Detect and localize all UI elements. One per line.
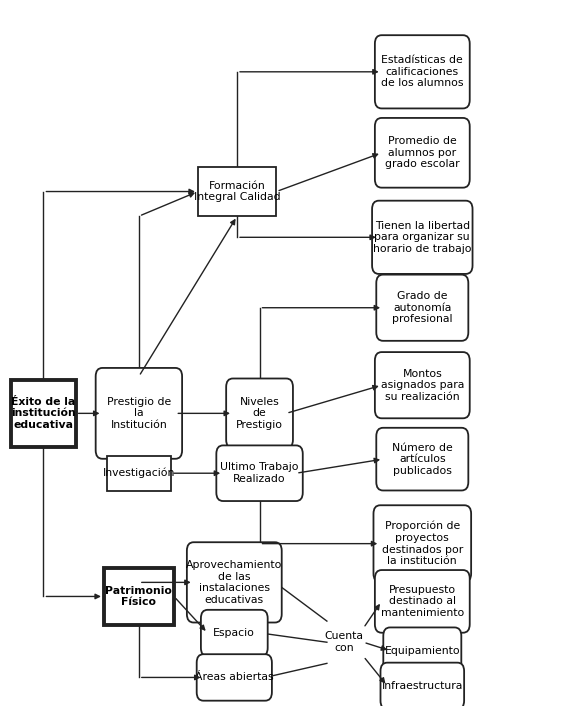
Text: Prestigio de
la
Institución: Prestigio de la Institución [107,397,171,430]
FancyBboxPatch shape [375,118,470,187]
Text: Formación
Integral Calidad: Formación Integral Calidad [194,181,280,202]
Text: Equipamiento: Equipamiento [385,645,460,655]
FancyBboxPatch shape [197,654,272,701]
FancyBboxPatch shape [198,167,276,216]
FancyBboxPatch shape [107,455,171,491]
Text: Investigación: Investigación [103,468,175,479]
Text: Patrimonio
Físico: Patrimonio Físico [105,585,173,607]
Text: Éxito de la
institución
educativa: Éxito de la institución educativa [11,397,76,430]
Text: Grado de
autonomía
profesional: Grado de autonomía profesional [392,291,452,325]
FancyBboxPatch shape [384,627,461,674]
FancyBboxPatch shape [373,506,471,582]
Text: Montos
asignados para
su realización: Montos asignados para su realización [381,368,464,402]
Text: Aprovechamiento
de las
instalaciones
educativas: Aprovechamiento de las instalaciones edu… [186,560,283,604]
FancyBboxPatch shape [104,568,174,624]
FancyBboxPatch shape [376,428,468,491]
Text: Cuenta
con: Cuenta con [324,631,363,653]
FancyBboxPatch shape [375,35,470,108]
Text: Niveles
de
Prestigio: Niveles de Prestigio [236,397,283,430]
FancyBboxPatch shape [217,445,303,501]
FancyBboxPatch shape [226,378,293,448]
Text: Proporción de
proyectos
destinados por
la institución: Proporción de proyectos destinados por l… [382,521,463,566]
Text: Infraestructura: Infraestructura [382,681,463,691]
Text: Estadísticas de
calificaciones
de los alumnos: Estadísticas de calificaciones de los al… [381,55,464,88]
FancyBboxPatch shape [201,610,268,656]
FancyBboxPatch shape [381,662,464,707]
FancyBboxPatch shape [375,352,470,419]
Text: Número de
artículos
publicados: Número de artículos publicados [392,443,453,476]
Text: Presupuesto
destinado al
mantenimiento: Presupuesto destinado al mantenimiento [381,585,464,618]
FancyBboxPatch shape [11,380,76,447]
FancyBboxPatch shape [375,570,470,633]
FancyBboxPatch shape [372,201,473,274]
Text: Ultimo Trabajo
Realizado: Ultimo Trabajo Realizado [221,462,299,484]
Text: Tienen la libertad
para organizar su
horario de trabajo: Tienen la libertad para organizar su hor… [373,221,472,254]
FancyBboxPatch shape [187,542,282,622]
Text: Áreas abiertas: Áreas abiertas [195,672,274,682]
FancyBboxPatch shape [376,274,468,341]
Text: Promedio de
alumnos por
grado escolar: Promedio de alumnos por grado escolar [385,136,460,170]
Text: Espacio: Espacio [213,628,255,638]
FancyBboxPatch shape [96,368,182,459]
